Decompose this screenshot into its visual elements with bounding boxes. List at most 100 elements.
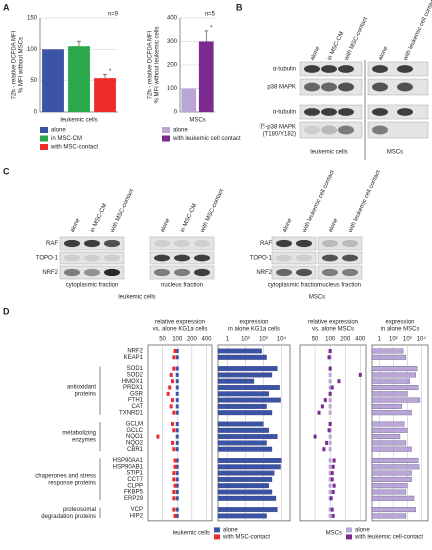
band: [296, 254, 312, 262]
band: [397, 108, 413, 116]
legend-swatch: [346, 534, 352, 540]
column-label: alone: [378, 45, 390, 61]
dot: [332, 483, 336, 488]
dot: [327, 428, 331, 433]
dot: [331, 490, 335, 494]
x-tick-label: 10²: [389, 337, 398, 343]
axis-title: expression: [239, 320, 268, 326]
gene-label: STIP1: [126, 471, 143, 477]
dot: [328, 379, 332, 384]
x-tick-label: 50: [159, 337, 166, 343]
panel-label: C: [3, 166, 10, 176]
bar: [181, 88, 197, 112]
band: [321, 65, 337, 73]
dot: [172, 355, 176, 360]
band: [304, 82, 320, 92]
band: [64, 254, 80, 262]
gene-label: PRDX1: [123, 385, 144, 391]
y-tick-label: 100: [27, 47, 38, 53]
column-label: alone: [328, 217, 340, 233]
band: [84, 254, 100, 262]
dot: [328, 464, 332, 469]
column-label: alone: [70, 217, 82, 233]
column-label: with MSC-contact: [199, 188, 225, 234]
row-label: RAF: [46, 241, 58, 247]
dot: [330, 507, 334, 512]
bar: [42, 49, 64, 112]
group-label: enzymes: [72, 438, 96, 444]
dot: [171, 422, 175, 426]
dot: [325, 440, 329, 445]
y-tick-label: 200: [167, 63, 178, 69]
significance: *: [210, 26, 213, 32]
row-label: NRF2: [42, 270, 58, 276]
dot: [175, 496, 179, 501]
bar: [371, 372, 416, 378]
bar: [371, 427, 408, 433]
dot: [175, 391, 179, 396]
row-label: α-tubulin: [273, 110, 296, 116]
column-label: alone: [282, 217, 294, 233]
band: [372, 82, 388, 92]
legend-label: with leukemic cell-contact: [354, 534, 423, 540]
group-label: proteosomal: [63, 507, 96, 513]
y-tick-label: 400: [167, 16, 178, 22]
band: [342, 268, 358, 277]
y-tick-label: 100: [167, 86, 178, 92]
y-label: 72h - relative DCFDA MFI: [12, 30, 18, 99]
dot: [330, 385, 334, 390]
gene-label: NRF2: [127, 349, 143, 355]
x-tick-label: 50: [312, 337, 319, 343]
column-label: in MSC-CM: [180, 203, 199, 234]
bar: [371, 458, 419, 463]
bar: [217, 354, 267, 360]
dot: [329, 496, 333, 501]
band: [64, 268, 80, 277]
dot: [328, 404, 332, 409]
dot: [331, 513, 335, 518]
x-tick-label: 200: [187, 337, 198, 343]
gene-label: CLPP: [127, 483, 143, 489]
bar: [371, 476, 412, 482]
band: [154, 268, 170, 277]
band: [338, 82, 354, 92]
dot: [172, 496, 176, 501]
group-label: MSCs: [309, 295, 325, 301]
dot: [169, 372, 173, 377]
fraction-label: nucleus fraction: [161, 283, 203, 289]
axis-title: relative expression: [155, 320, 205, 326]
axis-subtitle: in alone KG1a cells: [228, 327, 280, 333]
x-tick-label: 200: [340, 337, 351, 343]
gene-label: FKBP5: [124, 490, 144, 496]
dot: [328, 447, 332, 452]
legend-swatch: [162, 135, 170, 142]
plot-frame: [299, 344, 367, 522]
bar: [198, 41, 214, 112]
bar: [217, 378, 255, 384]
legend-swatch: [40, 135, 48, 142]
band: [338, 108, 354, 116]
column-label: in MSC-CM: [327, 31, 346, 62]
y-tick-label: 300: [167, 39, 178, 45]
bar: [371, 410, 412, 416]
axis-title: relative expression: [308, 320, 358, 326]
column-label: with leukemic cell contact: [347, 169, 382, 234]
fraction-label: cytoplasmic fraction: [66, 283, 119, 289]
bar: [217, 348, 262, 354]
dot: [328, 490, 332, 494]
dot: [317, 410, 321, 415]
dot: [173, 464, 177, 469]
gene-label: HSP90AB1: [113, 464, 144, 470]
band: [276, 268, 292, 277]
dot: [328, 471, 332, 476]
bar: [371, 421, 405, 427]
legend-swatch: [40, 144, 48, 150]
legend-swatch: [40, 127, 48, 133]
dot: [175, 471, 179, 476]
dot: [172, 410, 176, 415]
dot: [337, 379, 341, 384]
dot: [328, 366, 332, 371]
gene-label: GCLC: [126, 428, 143, 434]
dot: [175, 398, 179, 403]
dot: [175, 440, 179, 445]
